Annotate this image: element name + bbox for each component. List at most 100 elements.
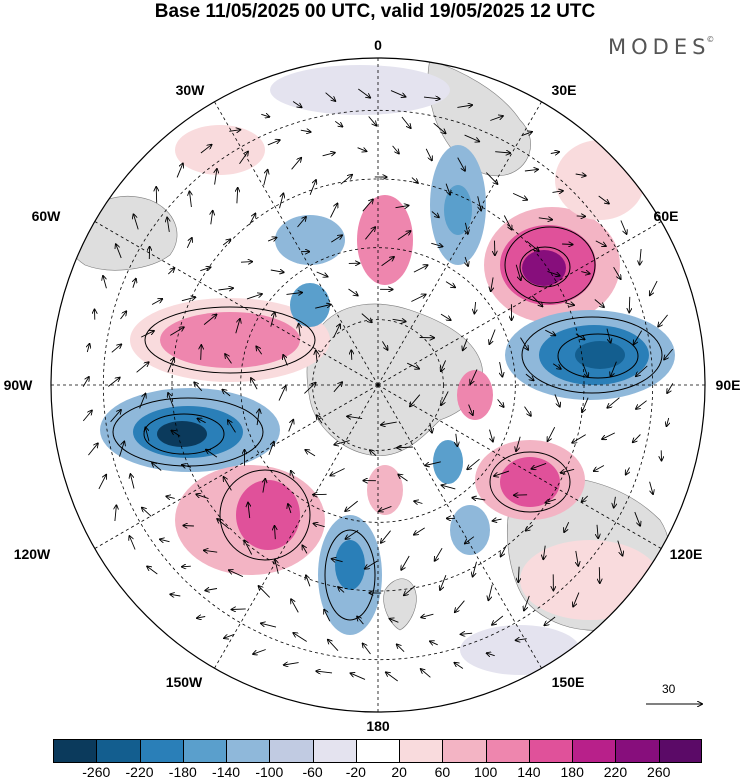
wind-arrow <box>488 584 493 601</box>
colorbar-segment <box>53 739 97 763</box>
wind-arrow <box>357 148 367 152</box>
wind-arrow <box>203 315 216 325</box>
wind-arrow <box>222 390 231 397</box>
wind-arrow <box>658 314 668 327</box>
wind-arrow <box>259 586 271 598</box>
wind-arrow <box>314 524 325 527</box>
lon-label-30e: 30E <box>551 82 577 98</box>
wind-arrow <box>629 296 630 313</box>
colorbar-tick-label: 220 <box>603 764 628 780</box>
colorbar-segment <box>528 739 573 763</box>
wind-arrow <box>425 461 441 466</box>
wind-arrow <box>381 257 394 267</box>
wind-arrow <box>485 172 497 184</box>
wind-arrow <box>421 614 434 617</box>
colorbar-segment <box>96 739 141 763</box>
wind-arrow <box>225 354 232 364</box>
wind-arrow <box>351 350 352 360</box>
wind-arrow <box>516 436 521 452</box>
wind-arrow <box>457 105 472 107</box>
latitude-circle <box>171 178 585 592</box>
wind-arrow <box>524 406 531 416</box>
wind-arrow <box>465 222 468 234</box>
wind-arrow <box>139 394 146 409</box>
wind-arrow <box>293 633 307 642</box>
wind-arrow <box>516 639 527 641</box>
wind-arrow <box>633 434 641 443</box>
wind-arrow <box>340 175 352 185</box>
colorbar-tick-label: -140 <box>212 764 241 780</box>
anomaly-positive <box>357 195 413 285</box>
wind-arrow <box>489 329 496 345</box>
wind-arrow <box>345 500 358 511</box>
wind-arrow <box>120 311 127 320</box>
wind-arrow <box>168 393 174 407</box>
wind-arrow <box>291 599 299 613</box>
wind-arrow <box>667 417 669 426</box>
wind-arrow <box>246 294 262 300</box>
wind-arrow <box>525 373 534 380</box>
meridian-line <box>377 384 542 669</box>
wind-arrow <box>304 383 315 394</box>
wind-arrow <box>634 330 643 345</box>
wind-arrow <box>487 653 495 656</box>
wind-arrow <box>445 281 455 288</box>
lon-label-0: 0 <box>374 37 382 53</box>
wind-arrow <box>253 649 266 655</box>
wind-arrow <box>512 192 527 199</box>
lon-label-120w: 120W <box>13 546 51 562</box>
wind-arrow <box>201 345 202 360</box>
wind-arrow <box>278 386 286 401</box>
wind-arrow <box>297 217 307 228</box>
colorbar-tick-label: -180 <box>168 764 197 780</box>
wind-arrow <box>636 365 648 376</box>
wind-arrow <box>430 641 438 645</box>
wind-arrow <box>598 195 609 204</box>
map-title: Base 11/05/2025 00 UTC, valid 19/05/2025… <box>154 1 596 22</box>
colorbar-segment <box>226 739 270 763</box>
wind-arrow <box>575 174 586 176</box>
wind-arrow <box>237 188 238 204</box>
wind-arrow <box>381 530 391 543</box>
brand-logo: MODES© <box>608 35 714 59</box>
anomaly-positive <box>520 540 660 620</box>
wind-arrow <box>395 206 409 208</box>
wind-arrow <box>606 328 611 343</box>
wind-arrow <box>229 130 240 132</box>
wind-arrow <box>640 248 642 265</box>
latitude-circle <box>312 319 444 451</box>
wind-arrow <box>256 346 263 355</box>
wind-arrow <box>421 669 431 678</box>
wind-arrow <box>465 256 468 266</box>
wind-arrow <box>284 663 299 665</box>
wind-arrow <box>545 329 555 335</box>
wind-arrow <box>345 530 359 539</box>
wind-arrow <box>348 288 358 296</box>
anomaly-negative <box>575 341 625 369</box>
wind-arrow <box>218 288 233 290</box>
wind-arrow <box>474 301 475 314</box>
wind-arrow <box>362 199 373 212</box>
anomaly-positive <box>522 250 566 286</box>
wind-arrow <box>257 409 259 426</box>
wind-arrow <box>472 498 486 500</box>
wind-arrow <box>401 116 411 128</box>
wind-arrow <box>330 468 345 476</box>
wind-arrow <box>182 465 192 468</box>
lon-label-150w: 150W <box>165 674 203 690</box>
wind-arrow <box>141 331 154 338</box>
meridian-line <box>377 101 542 386</box>
colorbar-tick-label: -100 <box>255 764 284 780</box>
anomaly-negative <box>275 215 345 265</box>
wind-arrow <box>275 526 276 540</box>
colorbar-segment <box>442 739 487 763</box>
wind-arrow <box>390 90 406 97</box>
wind-arrow <box>334 120 342 126</box>
wind-arrow <box>194 382 203 392</box>
wind-arrow <box>500 362 503 377</box>
colorbar-segment <box>182 739 227 763</box>
wind-arrow <box>546 499 556 502</box>
wind-arrow <box>270 270 284 272</box>
wind-arrow <box>573 592 580 607</box>
wind-arrow <box>441 391 449 405</box>
